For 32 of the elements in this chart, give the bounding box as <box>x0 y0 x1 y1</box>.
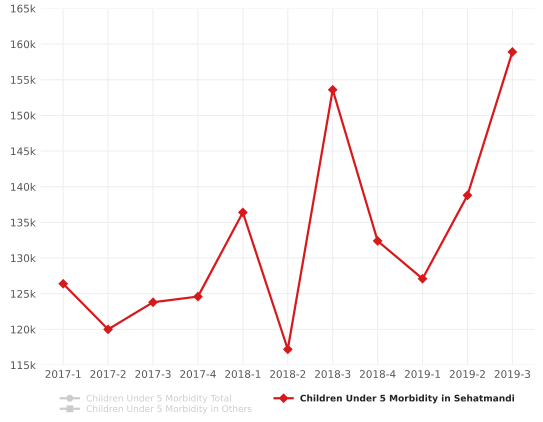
point <box>373 236 382 246</box>
x-tick-label: 2019-3 <box>494 370 530 378</box>
x-tick-label: 2017-2 <box>90 370 126 378</box>
y-tick-label: 150k <box>11 111 36 120</box>
point <box>238 208 248 218</box>
legend-label: Children Under 5 Morbidity in Sehatmandi <box>300 394 514 404</box>
x-tick-label: 2018-1 <box>225 370 260 378</box>
x-tick-label: 2019-1 <box>404 370 440 378</box>
x-tick-label: 2018-3 <box>315 370 350 378</box>
point <box>58 279 68 288</box>
y-tick-label: 155k <box>11 76 36 84</box>
point <box>148 298 158 307</box>
x-tick-label: 2018-2 <box>270 370 306 378</box>
x-tick-label: 2017-1 <box>46 370 81 378</box>
y-tick-label: 145k <box>11 147 36 156</box>
y-tick-label: 130k <box>11 254 36 262</box>
point <box>193 292 203 302</box>
point <box>418 274 428 284</box>
y-tick-label: 165k <box>11 4 36 13</box>
point <box>103 324 113 334</box>
y-tick-label: 115k <box>11 361 36 370</box>
x-tick-label: 2019-2 <box>450 370 485 378</box>
y-tick-label: 140k <box>11 182 36 191</box>
point <box>462 190 472 200</box>
y-tick-label: 160k <box>11 40 36 48</box>
point <box>508 47 518 57</box>
y-tick-label: 135k <box>11 218 36 226</box>
x-tick-label: 2018-4 <box>360 370 396 378</box>
y-tick-label: 120k <box>11 325 36 334</box>
x-tick-label: 2017-4 <box>180 370 216 378</box>
x-tick-label: 2017-3 <box>135 370 171 378</box>
y-tick-label: 125k <box>11 290 36 298</box>
